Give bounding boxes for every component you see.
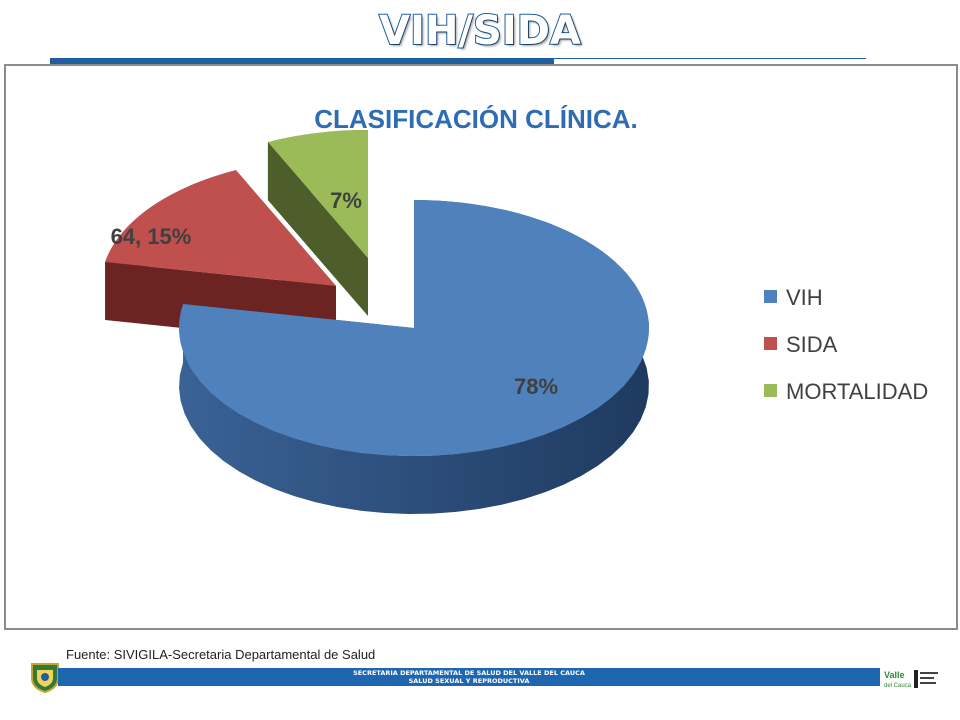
chart-legend: VIH SIDA MORTALIDAD [764, 285, 928, 404]
slice-top [179, 200, 650, 456]
slice-top [267, 130, 368, 258]
slide-title: VIH/SIDA [378, 7, 582, 55]
pie-chart: CLASIFICACIÓN CLÍNICA. 78% 64, 15% 7% VIH S… [105, 104, 928, 514]
footer-line-1: SECRETARIA DEPARTAMENTAL DE SALUD DEL VA… [353, 669, 585, 677]
title-rule [50, 58, 554, 64]
legend-swatch-mortalidad [764, 384, 777, 397]
legend-label-sida: SIDA [786, 332, 838, 357]
department-crest-icon [31, 663, 59, 694]
pie-layer: 78% 64, 15% 7% [105, 130, 650, 514]
svg-text:del Cauca: del Cauca [884, 683, 912, 689]
title-rule-thin [554, 58, 866, 59]
pie-slice-vih [179, 200, 650, 514]
legend-label-mortalidad: MORTALIDAD [786, 379, 928, 404]
data-label-mortalidad: 7% [330, 188, 362, 213]
data-label-sida: 64, 15% [111, 224, 192, 249]
valle-del-cauca-logo-icon: Valle del Cauca [884, 670, 938, 689]
chart-title: CLASIFICACIÓN CLÍNICA. [314, 104, 638, 134]
pie-slice-mortalidad [267, 130, 368, 316]
source-note: Fuente: SIVIGILA-Secretaria Departamenta… [66, 647, 376, 662]
slice-top [105, 170, 336, 286]
data-label-vih: 78% [514, 374, 558, 399]
legend-label-vih: VIH [786, 285, 823, 310]
footer-bar: SECRETARIA DEPARTAMENTAL DE SALUD DEL VA… [58, 668, 880, 686]
legend-swatch-sida [764, 337, 777, 350]
footer-line-2: SALUD SEXUAL Y REPRODUCTIVA [408, 677, 530, 685]
svg-text:Valle: Valle [884, 670, 905, 680]
legend-swatch-vih [764, 290, 777, 303]
chart-frame: CLASIFICACIÓN CLÍNICA. 78% 64, 15% 7% VIH S… [4, 64, 958, 630]
